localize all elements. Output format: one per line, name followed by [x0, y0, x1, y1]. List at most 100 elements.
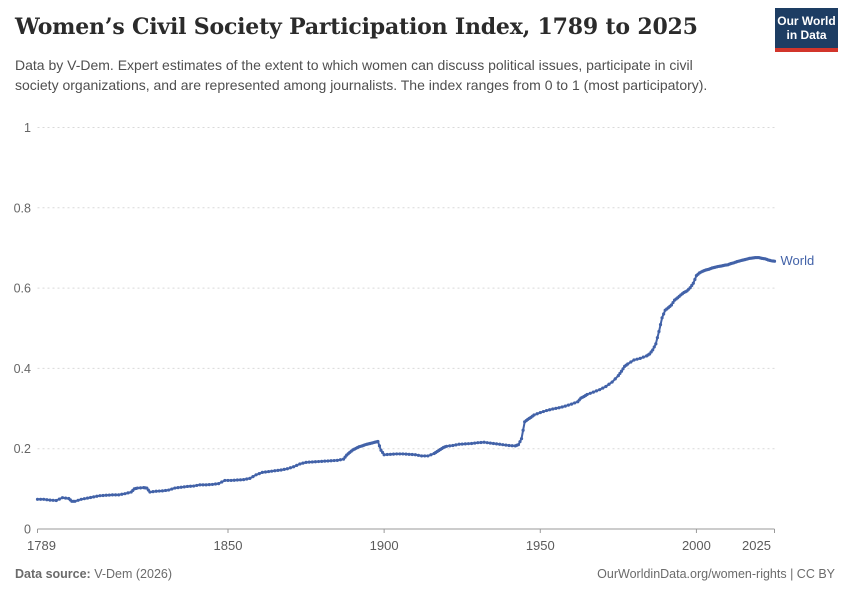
- data-point-marker: [257, 471, 261, 476]
- data-point-marker: [410, 452, 414, 457]
- chart-footer: Data source: V-Dem (2026) OurWorldinData…: [15, 567, 835, 581]
- data-point-marker: [263, 470, 268, 474]
- data-point-marker: [282, 467, 286, 471]
- data-point-marker: [238, 478, 243, 482]
- data-point-marker: [388, 452, 392, 456]
- y-axis-tick-label: 0.6: [14, 282, 31, 296]
- data-point-marker: [60, 496, 65, 500]
- y-axis-tick-label: 1: [24, 121, 31, 135]
- data-point-marker: [107, 493, 111, 497]
- x-axis-tick-label: 1900: [370, 538, 399, 553]
- data-point-marker: [398, 452, 402, 456]
- data-point-marker: [251, 475, 255, 479]
- data-point-marker: [104, 493, 108, 497]
- data-point-marker: [382, 453, 386, 457]
- series-label-world[interactable]: World: [780, 253, 815, 269]
- data-point-marker: [551, 407, 555, 411]
- data-point-marker: [95, 494, 99, 498]
- data-point-marker: [273, 469, 277, 473]
- data-point-marker: [466, 442, 471, 446]
- data-point-marker: [541, 409, 546, 414]
- data-point-marker: [444, 444, 449, 448]
- data-source-label: Data source:: [15, 567, 91, 581]
- data-point-marker: [655, 336, 659, 340]
- data-point-marker: [401, 452, 405, 456]
- data-point-marker: [510, 444, 514, 448]
- data-point-marker: [54, 498, 58, 503]
- data-point-marker: [416, 453, 421, 457]
- data-point-marker: [179, 485, 183, 489]
- data-point-marker: [629, 360, 633, 364]
- x-axis-tick-label: 1850: [214, 538, 243, 553]
- y-axis-tick-label: 0.4: [14, 362, 31, 376]
- x-axis-tick-label: 1789: [27, 538, 56, 553]
- data-point-marker: [326, 459, 330, 463]
- data-point-marker: [507, 443, 511, 448]
- data-point-marker: [298, 462, 302, 466]
- data-point-marker: [654, 342, 658, 346]
- data-point-marker: [167, 488, 171, 492]
- data-point-marker: [473, 441, 477, 445]
- data-point-marker: [223, 478, 227, 483]
- data-point-marker: [516, 443, 521, 447]
- data-point-marker: [451, 443, 455, 448]
- data-point-marker: [404, 452, 408, 456]
- data-point-marker: [335, 458, 339, 462]
- data-point-marker: [82, 497, 86, 501]
- data-point-marker: [669, 303, 674, 307]
- data-point-marker: [85, 496, 90, 500]
- data-point-marker: [279, 468, 283, 472]
- data-point-marker: [220, 480, 224, 484]
- data-point-marker: [288, 466, 293, 470]
- x-axis-tick-label: 2000: [682, 538, 711, 553]
- data-point-marker: [690, 283, 694, 288]
- data-point-marker: [226, 478, 230, 483]
- data-point-marker: [544, 408, 549, 413]
- data-point-marker: [248, 476, 252, 481]
- data-point-marker: [460, 442, 464, 446]
- data-point-marker: [76, 498, 80, 502]
- owid-logo-line1: Our World: [777, 14, 836, 28]
- data-point-marker: [569, 402, 574, 406]
- data-point-marker: [772, 259, 777, 263]
- world-line-series[interactable]: [36, 256, 776, 503]
- data-point-marker: [266, 469, 271, 474]
- data-point-marker: [45, 498, 49, 502]
- data-point-marker: [616, 374, 620, 378]
- data-point-marker: [494, 442, 499, 446]
- data-point-marker: [557, 406, 561, 410]
- owid-logo[interactable]: Our World in Data: [775, 8, 838, 52]
- data-point-marker: [482, 440, 486, 444]
- owid-credit-link[interactable]: OurWorldinData.org/women-rights | CC BY: [597, 567, 835, 581]
- data-point-marker: [332, 458, 336, 463]
- y-axis-tick-label: 0.2: [14, 442, 31, 456]
- data-point-marker: [57, 497, 61, 501]
- data-point-marker: [469, 441, 474, 446]
- data-point-marker: [535, 412, 539, 416]
- data-point-marker: [429, 453, 433, 457]
- data-point-marker: [170, 487, 174, 491]
- data-point-marker: [285, 467, 289, 471]
- data-point-marker: [188, 484, 193, 488]
- data-point-marker: [126, 491, 130, 495]
- data-point-marker: [554, 406, 558, 410]
- data-point-marker: [407, 452, 411, 456]
- data-point-marker: [201, 483, 205, 487]
- data-point-marker: [185, 484, 189, 489]
- data-point-marker: [307, 460, 311, 464]
- data-point-marker: [594, 389, 599, 393]
- data-point-marker: [123, 492, 127, 496]
- data-point-marker: [532, 413, 536, 417]
- data-point-marker: [426, 454, 430, 458]
- data-point-marker: [548, 408, 552, 412]
- data-point-marker: [420, 454, 424, 458]
- data-point-marker: [641, 355, 645, 359]
- data-point-marker: [113, 493, 118, 497]
- data-point-marker: [379, 448, 383, 452]
- data-point-marker: [232, 478, 236, 482]
- data-point-marker: [157, 489, 161, 493]
- data-point-marker: [479, 440, 483, 445]
- data-point-marker: [110, 493, 115, 497]
- data-point-marker: [148, 490, 152, 494]
